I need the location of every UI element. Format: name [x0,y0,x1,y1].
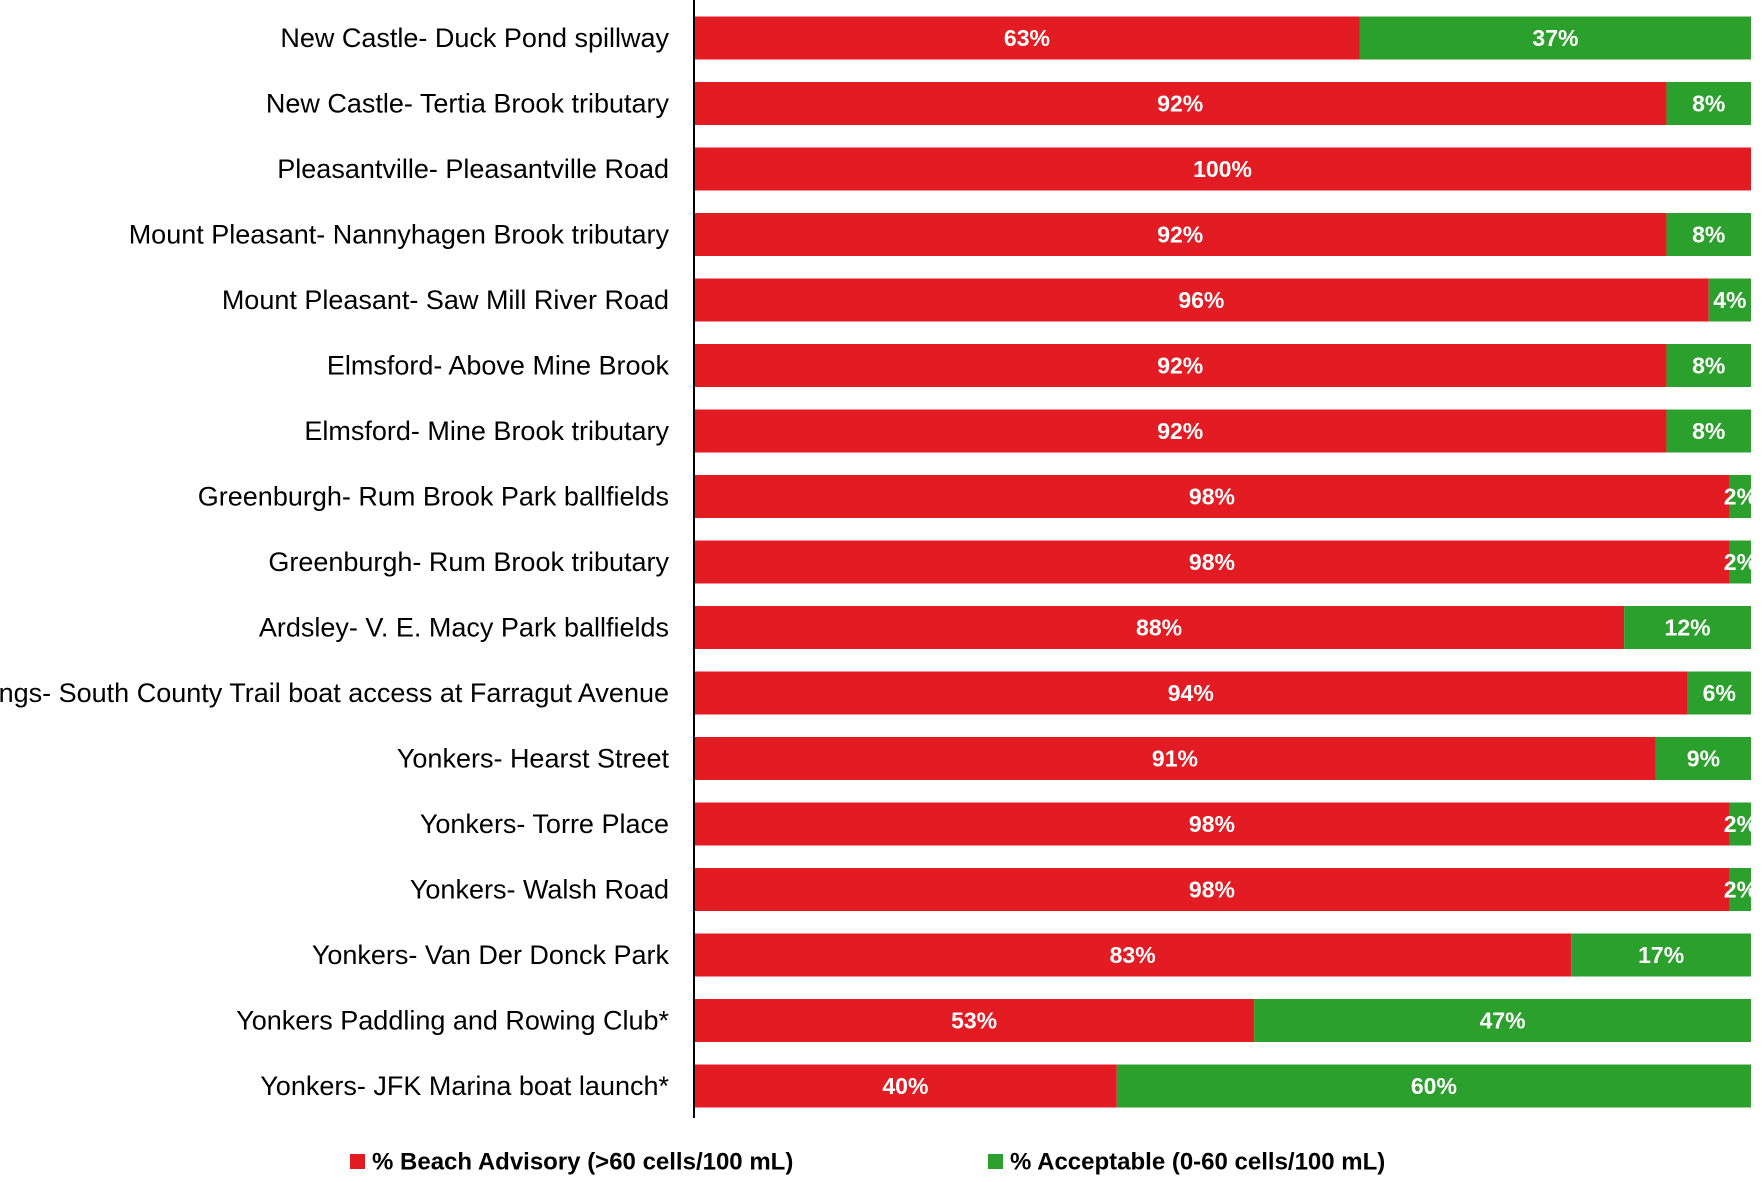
bar-beach-advisory [694,278,1709,322]
category-label: Yonkers- Torre Place [420,809,669,839]
category-label: Pleasantville- Pleasantville Road [277,154,669,184]
bar-acceptable [1729,802,1751,846]
category-labels-layer: New Castle- Duck Pond spillway New Castle… [0,23,670,1101]
category-label: Elmsford- Mine Brook tributary [304,416,669,446]
data-label: 2% [1724,549,1757,575]
bar-acceptable [1624,606,1751,649]
data-label: 94% [1168,680,1214,706]
legend-label-beach-advisory: % Beach Advisory (>60 cells/100 mL) [372,1149,793,1176]
bar-beach-advisory [694,475,1730,518]
data-label: 98% [1189,549,1235,575]
bar-acceptable [1571,933,1751,977]
data-label: 63% [1004,25,1050,51]
legend-label-acceptable: % Acceptable (0-60 cells/100 mL) [1010,1149,1385,1176]
data-label: 60% [1411,1073,1457,1099]
data-label: 92% [1157,91,1203,117]
category-label: Ardsley- V. E. Macy Park ballfields [259,613,669,643]
bar-acceptable [1729,540,1751,584]
category-label: New Castle- Duck Pond spillway [280,23,669,53]
bar-acceptable [1729,868,1751,911]
bar-beach-advisory [694,933,1572,977]
bar-acceptable [1666,82,1751,125]
category-label: Yonkers- JFK Marina boat launch* [260,1071,669,1101]
data-label: 4% [1713,287,1746,313]
data-label: 83% [1110,942,1156,968]
category-label: Yonkers- Hearst Street [397,744,670,774]
category-label: New Castle- Tertia Brook tributary [266,89,670,119]
data-label: 91% [1152,746,1198,772]
data-label: 8% [1692,353,1725,379]
data-label: 8% [1692,222,1725,248]
bar-acceptable [1729,475,1751,518]
data-label: 8% [1692,418,1725,444]
data-label: 8% [1692,91,1725,117]
data-label: 88% [1136,615,1182,641]
data-label: 98% [1189,484,1235,510]
bar-beach-advisory [694,409,1667,453]
legend: % Beach Advisory (>60 cells/100 mL) % Acc… [350,1149,1385,1176]
data-label: 17% [1638,942,1684,968]
bar-beach-advisory [694,147,1751,191]
data-label: 98% [1189,811,1235,837]
data-label: 2% [1724,811,1757,837]
category-label: Greenburgh- Rum Brook tributary [268,547,669,577]
data-label: 92% [1157,418,1203,444]
bar-acceptable [1116,1064,1751,1108]
bar-beach-advisory [694,999,1255,1042]
bar-beach-advisory [694,737,1656,780]
bar-acceptable [1666,213,1751,256]
bar-acceptable [1254,999,1751,1042]
bar-acceptable [1359,16,1751,60]
category-label: Yonkers- Van Der Donck Park [312,940,670,970]
data-label: 98% [1189,877,1235,903]
bars-layer: 63% 37% 92% 8% 100% 92% 8% 96% 4% 92% 8% 92% 8% 98% 2%… [694,16,1757,1108]
bar-beach-advisory [694,802,1730,846]
category-label: Mount Pleasant- Saw Mill River Road [222,285,669,315]
category-label: Greenburgh- Rum Brook Park ballfields [198,482,669,512]
legend-swatch-beach-advisory [350,1154,365,1169]
bar-beach-advisory [694,1064,1117,1108]
bar-acceptable [1655,737,1751,780]
data-label: 37% [1532,25,1578,51]
data-label: 53% [951,1008,997,1034]
category-label: Elmsford- Above Mine Brook [327,351,670,381]
bar-acceptable [1687,671,1751,715]
category-label: Hastings- South County Trail boat access… [0,678,669,708]
data-label: 92% [1157,353,1203,379]
bar-beach-advisory [694,868,1730,911]
category-label: Mount Pleasant- Nannyhagen Brook tributa… [129,220,670,250]
bar-beach-advisory [694,213,1667,256]
bar-acceptable [1708,278,1751,322]
bar-acceptable [1666,344,1751,387]
data-label: 40% [882,1073,928,1099]
data-label: 6% [1703,680,1736,706]
bar-beach-advisory [694,82,1667,125]
data-label: 96% [1178,287,1224,313]
data-label: 2% [1724,484,1757,510]
category-label: Yonkers Paddling and Rowing Club* [236,1006,669,1036]
bar-beach-advisory [694,540,1730,584]
data-label: 100% [1193,156,1252,182]
data-label: 92% [1157,222,1203,248]
bar-beach-advisory [694,344,1667,387]
legend-swatch-acceptable [988,1154,1003,1169]
data-label: 12% [1665,615,1711,641]
bar-beach-advisory [694,671,1688,715]
category-label: Yonkers- Walsh Road [410,875,669,905]
bar-acceptable [1666,409,1751,453]
data-label: 2% [1724,877,1757,903]
data-label: 9% [1687,746,1720,772]
bar-beach-advisory [694,606,1625,649]
bar-beach-advisory [694,16,1360,60]
data-label: 47% [1480,1008,1526,1034]
